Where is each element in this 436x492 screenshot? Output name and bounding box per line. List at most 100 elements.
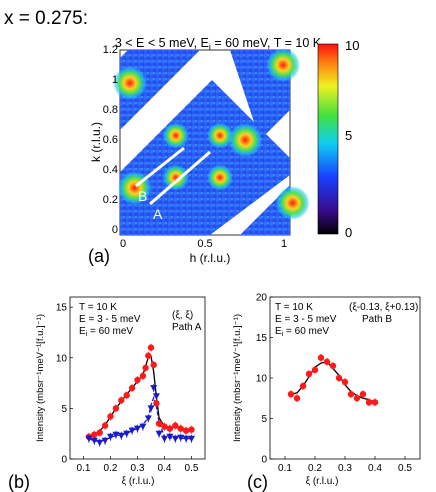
- plot-c-xticks: 0.1 0.2 0.3 0.4 0.5: [278, 456, 412, 474]
- xtick-label: 0.1: [77, 463, 91, 474]
- annotation-energy: E = 3 - 5 meV: [79, 314, 141, 325]
- data-point: [123, 392, 130, 399]
- ytick-label: 15: [256, 333, 268, 344]
- plot-c-ylabel: Intensity (mbsr⁻¹meV⁻¹[f.u.]⁻¹): [232, 314, 243, 442]
- line-cut-panel-c: 0 5 10 15 20 0.1 0.2 0.3 0.4 0.5 T = 10 K E = 3 …: [232, 293, 421, 492]
- data-point: [96, 429, 103, 436]
- fit-curve: [88, 395, 192, 443]
- data-point: [317, 354, 325, 361]
- data-point: [177, 425, 184, 432]
- data-point: [171, 435, 179, 443]
- annotation-incident-energy: Ei = 60 meV: [79, 326, 133, 338]
- ytick-label: 10: [256, 374, 268, 385]
- data-point: [101, 437, 109, 445]
- data-point: [287, 391, 295, 398]
- ytick: 0: [112, 224, 118, 236]
- data-point: [96, 439, 104, 447]
- annotation-path-coords: (ξ, ξ): [172, 310, 193, 321]
- plot-b-annotation: T = 10 K E = 3 - 5 meV Ei = 60 meV (ξ, ξ…: [79, 302, 202, 338]
- data-point: [128, 427, 136, 435]
- data-point: [161, 423, 168, 430]
- ytick-label: 0: [61, 455, 67, 466]
- colormap-xticks: 0 0.5 1: [120, 238, 287, 250]
- data-point: [305, 370, 313, 378]
- intensity-peaks: [112, 48, 310, 220]
- xtick-label: 0.2: [308, 463, 322, 474]
- data-point: [188, 435, 195, 443]
- ytick: 0.8: [103, 104, 118, 116]
- annotation-incident-energy: Ei = 60 meV: [275, 326, 329, 338]
- data-point: [134, 376, 141, 384]
- intensity-peak: [228, 123, 263, 157]
- colorbar-tick: 5: [345, 128, 352, 143]
- annotation-path-coords: (ξ-0.13, ξ+0.13): [349, 302, 418, 313]
- xtick: 1: [281, 238, 287, 250]
- ytick: 1: [112, 74, 118, 86]
- ytick-label: 20: [256, 293, 268, 304]
- data-point: [155, 430, 163, 438]
- intensity-peak: [162, 164, 189, 191]
- data-point: [117, 432, 125, 440]
- data-point: [147, 405, 155, 412]
- data-point: [90, 437, 98, 445]
- data-point: [353, 395, 361, 402]
- intensity-peak: [162, 122, 189, 149]
- colorbar-ticks: 10 5 0: [345, 38, 359, 240]
- xtick-label: 0.3: [338, 463, 352, 474]
- data-point: [166, 425, 174, 432]
- xtick-label: 0.4: [158, 463, 172, 474]
- ytick: 0.2: [103, 194, 118, 206]
- data-point: [139, 423, 147, 431]
- colormap-yticks: 1.2 1 0.8 0.6 0.4 0.2 0: [103, 44, 118, 236]
- xtick-label: 0.1: [278, 463, 292, 474]
- ytick-label: 5: [61, 404, 67, 415]
- plot-c-markers: [287, 353, 379, 407]
- data-point: [299, 382, 307, 390]
- data-point: [347, 391, 355, 398]
- colorbar-tick: 0: [345, 225, 352, 240]
- data-point: [150, 361, 157, 369]
- plot-c-yticks: 0 5 10 15 20: [256, 293, 273, 466]
- data-point: [188, 426, 195, 433]
- data-point: [107, 433, 114, 441]
- line-cut-panel-b: 0 5 10 15 0.1 0.2 0.3 0.4 0.5 T = 10 K E = 3 - …: [8, 296, 206, 492]
- data-point: [147, 344, 155, 351]
- colorbar: [317, 43, 339, 235]
- data-point: [172, 422, 179, 429]
- data-point: [144, 415, 152, 422]
- plot-c-xlabel: ξ (r.l.u.): [306, 476, 339, 487]
- data-point: [142, 364, 149, 372]
- ytick-label: 10: [56, 353, 68, 364]
- data-point: [161, 435, 168, 443]
- colormap-panel: 3 < E < 5 meV, Ei = 60 meV, T = 10 K B A…: [88, 36, 359, 266]
- colormap-ylabel: k (r.l.u.): [89, 122, 103, 162]
- xtick-label: 0.3: [131, 463, 145, 474]
- colorbar-tick: 10: [345, 38, 359, 53]
- data-point: [107, 413, 114, 420]
- data-point: [335, 374, 343, 382]
- intensity-peak: [275, 186, 310, 220]
- data-point: [329, 362, 337, 370]
- xtick: 0: [120, 238, 126, 250]
- annotation-energy: E = 3 - 5 meV: [275, 314, 337, 325]
- data-point: [182, 435, 190, 443]
- xtick-label: 0.5: [185, 463, 199, 474]
- ytick-label: 15: [56, 303, 68, 314]
- data-point: [153, 400, 160, 407]
- data-point: [134, 425, 141, 433]
- ytick-label: 5: [261, 414, 267, 425]
- cut-label-a: A: [153, 206, 163, 222]
- annotation-path-name: Path A: [172, 322, 202, 333]
- data-point: [85, 435, 93, 443]
- data-point: [182, 427, 190, 434]
- annotation-temperature: T = 10 K: [79, 302, 117, 313]
- data-point: [177, 434, 185, 442]
- colormap-xlabel: h (r.l.u.): [190, 251, 231, 265]
- ytick: 1.2: [103, 44, 118, 56]
- data-point: [112, 431, 120, 439]
- cut-line-a: [149, 150, 211, 206]
- data-point: [155, 420, 163, 427]
- annotation-temperature: T = 10 K: [275, 302, 313, 313]
- cut-line-b: [135, 146, 185, 188]
